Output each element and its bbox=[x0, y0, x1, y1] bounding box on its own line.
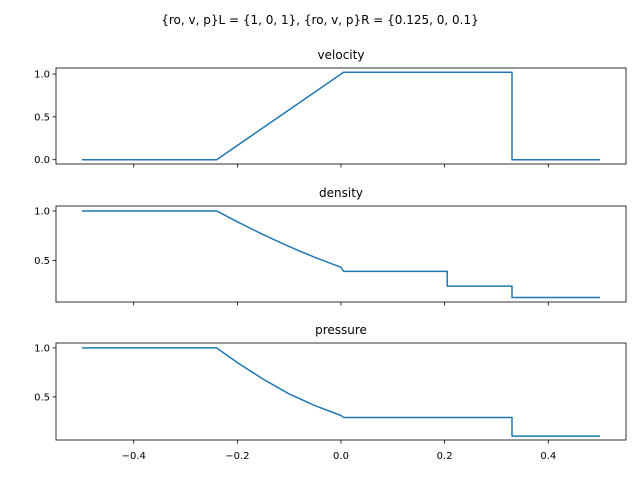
figure-title: {ro, v, p}L = {1, 0, 1}, {ro, v, p}R = {… bbox=[161, 13, 479, 27]
pressure-ytick-label: 1.0 bbox=[34, 343, 50, 354]
pressure-xtick-label: −0.4 bbox=[122, 451, 146, 462]
density-ytick-label: 1.0 bbox=[34, 206, 50, 217]
density-title: density bbox=[319, 186, 363, 200]
pressure-series-line bbox=[81, 347, 601, 437]
velocity-ytick-label: 0.5 bbox=[34, 112, 50, 123]
density-panel: density 0.5 1.0 bbox=[34, 186, 627, 306]
pressure-xtick-label: 0.0 bbox=[333, 451, 349, 462]
pressure-panel: pressure 0.5 1.0 −0.4 −0.2 0.0 0.2 0.4 bbox=[34, 323, 627, 462]
density-ytick-label: 0.5 bbox=[34, 256, 50, 267]
pressure-xtick-label: 0.4 bbox=[540, 451, 556, 462]
velocity-ytick-label: 0.0 bbox=[34, 155, 50, 166]
pressure-xtick-label: 0.2 bbox=[437, 451, 453, 462]
pressure-xtick-label: −0.2 bbox=[225, 451, 249, 462]
velocity-series-line bbox=[81, 71, 601, 161]
velocity-panel: velocity 0.0 0.5 1.0 bbox=[34, 48, 627, 168]
density-series-line bbox=[81, 210, 601, 299]
velocity-ytick-label: 1.0 bbox=[34, 70, 50, 81]
velocity-title: velocity bbox=[318, 48, 365, 62]
panels: velocity 0.0 0.5 1.0 density 0.5 1.0 pressure 0.… bbox=[34, 48, 627, 462]
pressure-ytick-label: 0.5 bbox=[34, 392, 50, 403]
pressure-title: pressure bbox=[315, 323, 367, 337]
